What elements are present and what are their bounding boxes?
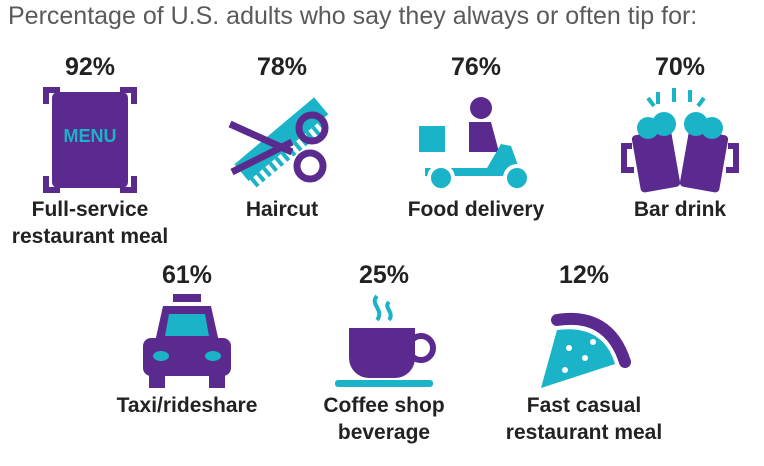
item: 25% Coffee shop beverage xyxy=(284,260,484,446)
item: 12% Fast casual restaurant meal xyxy=(484,260,684,446)
percent: 61% xyxy=(161,261,213,289)
item: 92% MENU Full-service restaurant meal xyxy=(0,52,190,250)
haircut-icon xyxy=(228,97,329,188)
taxi-icon xyxy=(143,294,231,388)
title: Percentage of U.S. adults who say they a… xyxy=(8,2,698,30)
label: restaurant meal xyxy=(11,225,169,248)
pizza-icon xyxy=(541,312,631,388)
label: Full-service xyxy=(31,198,149,221)
percent: 92% xyxy=(64,53,116,81)
label: Coffee shop xyxy=(323,394,445,417)
label: beverage xyxy=(337,421,431,444)
coffee-icon xyxy=(335,294,436,387)
delivery-icon xyxy=(419,97,531,192)
percent: 70% xyxy=(654,53,706,81)
menu-icon: MENU xyxy=(43,87,137,193)
label: Taxi/rideshare xyxy=(116,394,258,417)
percent: 76% xyxy=(450,53,502,81)
percent: 12% xyxy=(558,261,610,289)
item: 61% Taxi/rideshare xyxy=(87,260,287,419)
item: 70% Bar drink xyxy=(580,52,764,223)
item: 78% Haircut xyxy=(182,52,382,223)
bar-drink-icon xyxy=(621,88,739,193)
label: Bar drink xyxy=(633,198,727,221)
percent: 25% xyxy=(358,261,410,289)
label: restaurant meal xyxy=(505,421,663,444)
item: 76% Food delivery xyxy=(376,52,576,223)
label: Food delivery xyxy=(407,198,545,221)
icon-text: MENU xyxy=(64,126,117,146)
percent: 78% xyxy=(256,53,308,81)
label: Fast casual xyxy=(526,394,642,417)
label: Haircut xyxy=(245,198,319,221)
